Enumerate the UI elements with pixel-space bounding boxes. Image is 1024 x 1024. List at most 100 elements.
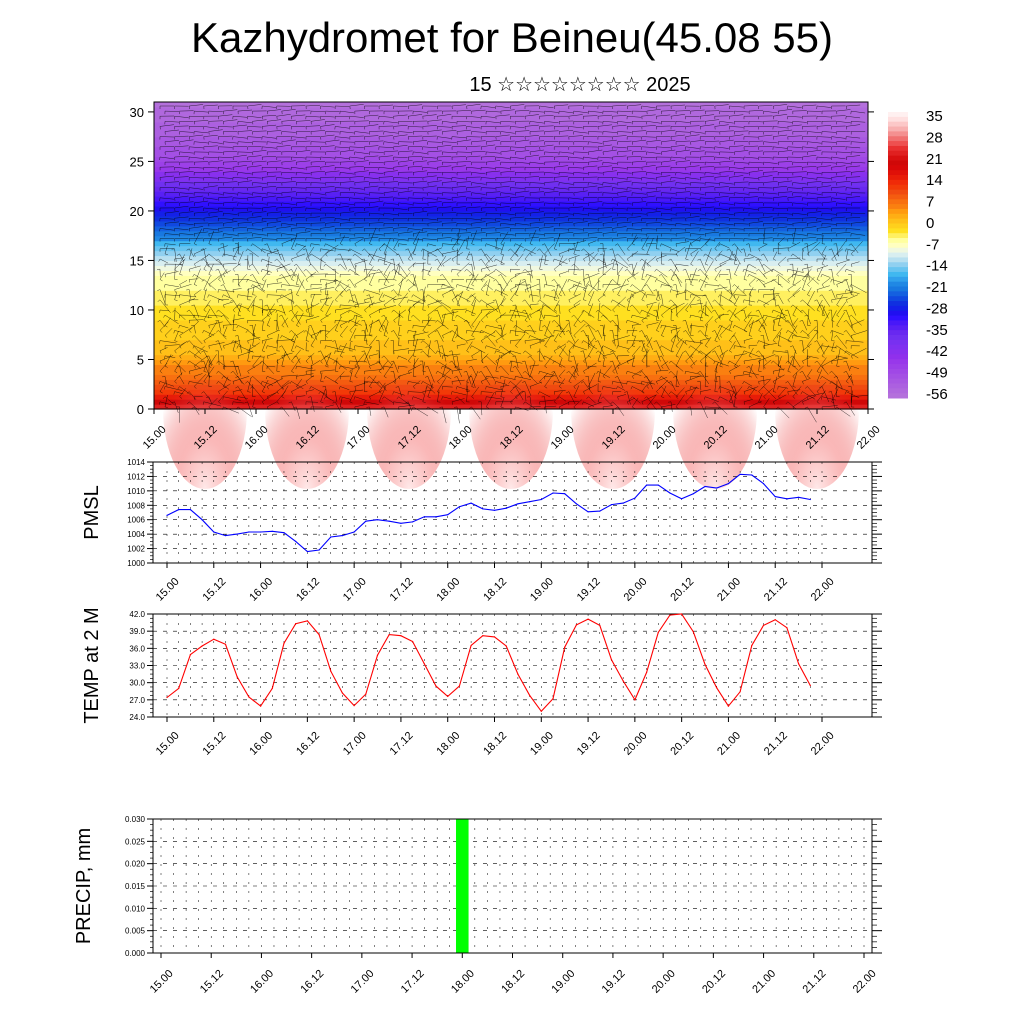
wind-barb [393, 296, 408, 301]
wind-barb [544, 294, 558, 299]
wind-barb-flag [484, 274, 487, 278]
wind-barb [816, 196, 832, 199]
wind-barb [495, 350, 511, 362]
wind-barb-flag [843, 279, 847, 281]
wind-barb [247, 330, 261, 341]
wind-barb [247, 126, 262, 128]
wind-barb [194, 345, 208, 353]
wind-barb [325, 221, 340, 224]
wind-barb [422, 114, 437, 117]
wind-barb [340, 325, 348, 336]
wind-barb [515, 223, 530, 226]
wind-barb [486, 355, 496, 365]
wind-barb [349, 135, 364, 137]
wind-barb [349, 319, 362, 326]
wind-barb [719, 223, 734, 226]
wind-barb [734, 181, 749, 183]
wind-barb [690, 212, 705, 215]
wind-barb [413, 110, 428, 113]
wind-barb [544, 202, 559, 205]
wind-barb [714, 156, 729, 159]
wind-barb [719, 160, 734, 163]
wind-barb [529, 308, 542, 316]
wind-barb [393, 269, 406, 280]
wind-barb-flag [571, 263, 574, 267]
wind-barb-flag [566, 340, 569, 344]
wind-barb [719, 325, 730, 331]
wind-barb [515, 320, 517, 336]
wind-barb [208, 211, 223, 214]
wind-barb [851, 319, 865, 326]
wind-barb [510, 248, 519, 258]
wind-barb-flag [451, 299, 454, 303]
wind-barb-flag [208, 274, 212, 276]
wind-barb [700, 228, 715, 231]
wind-barb [305, 216, 320, 219]
wind-barb-flag [763, 284, 766, 288]
heatmap-band [154, 295, 868, 301]
wind-barb [422, 319, 436, 322]
wind-barb [466, 309, 476, 315]
wind-barb [456, 181, 472, 183]
wind-barb [700, 186, 715, 188]
wind-barb [495, 166, 510, 169]
wind-barb-flag [215, 340, 219, 342]
wind-barb [500, 202, 515, 204]
wind-barb [237, 202, 252, 205]
wind-barb [685, 177, 700, 180]
wind-barb-flag [778, 243, 781, 246]
wind-barb [734, 192, 749, 195]
wind-barb [568, 350, 570, 362]
wind-barb [612, 335, 630, 341]
wind-barb [719, 284, 732, 295]
wind-barb [203, 258, 213, 271]
wind-barb [407, 248, 416, 260]
wind-barb [203, 156, 218, 158]
wind-barb-flag [690, 253, 693, 257]
wind-barb-flag [435, 299, 438, 303]
wind-barb-flag [206, 304, 209, 307]
wind-barb [325, 131, 340, 133]
wind-barb [252, 202, 267, 205]
wind-barb [510, 216, 525, 219]
wind-barb [267, 263, 283, 268]
wind-barb [588, 253, 598, 265]
wind-barb [456, 109, 472, 112]
wind-barb [510, 246, 520, 260]
wind-barb [787, 124, 802, 127]
wind-barb [792, 306, 798, 316]
wind-barb [232, 124, 247, 127]
wind-barb [310, 355, 314, 365]
wind-barb [500, 223, 515, 226]
wind-barb [515, 325, 529, 335]
wind-barb [821, 294, 831, 307]
wind-barb-flag [164, 325, 168, 328]
wind-barb [670, 299, 679, 308]
wind-barb [568, 166, 583, 169]
wind-barb-flag [296, 284, 300, 286]
wind-barb [378, 284, 395, 290]
wind-barb [758, 216, 773, 219]
wind-barb-flag [485, 304, 488, 308]
wind-barb [685, 350, 696, 366]
wind-barb [194, 141, 209, 144]
wind-barb-flag [675, 345, 679, 348]
wind-barb-flag [819, 304, 823, 307]
wind-barb-flag [361, 350, 365, 353]
wind-barb [612, 155, 627, 158]
wind-barb [398, 131, 413, 133]
wind-barb [846, 196, 861, 199]
wind-barb [510, 309, 528, 315]
wind-barb-flag [291, 319, 294, 323]
wind-barb-flag [215, 268, 219, 271]
wind-barb [393, 197, 408, 200]
wind-barb [554, 175, 569, 178]
wind-barb [714, 124, 729, 127]
wind-barb [296, 172, 311, 175]
wind-barb-flag [814, 340, 818, 343]
wind-barb [500, 345, 515, 357]
wind-barb-flag [675, 314, 679, 318]
wind-barb [495, 237, 510, 239]
wind-barb-flag [494, 350, 497, 354]
wind-barb [685, 207, 700, 209]
